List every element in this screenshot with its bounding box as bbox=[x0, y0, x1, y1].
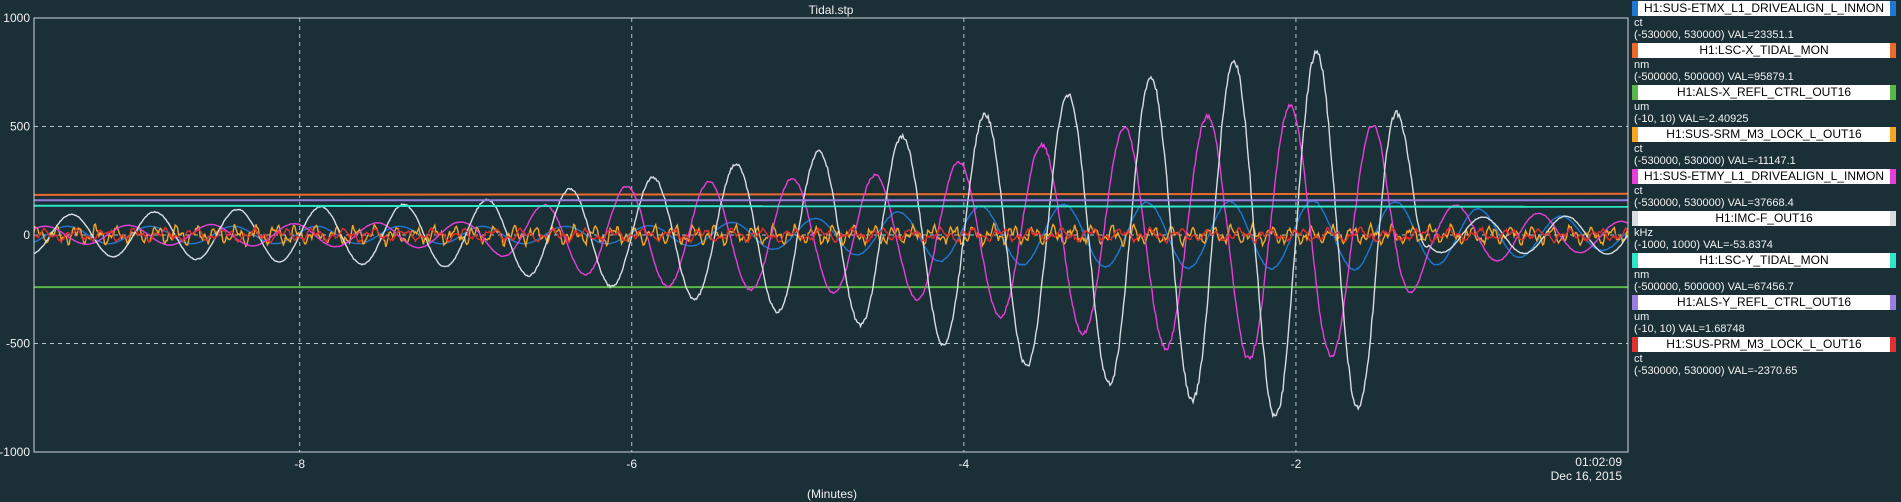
legend-unit: um bbox=[1634, 311, 1650, 323]
legend-channel-name: H1:LSC-Y_TIDAL_MON bbox=[1632, 253, 1896, 268]
legend-range: (-1000, 1000) VAL=-53.8374 bbox=[1634, 239, 1773, 251]
legend-channel-name: H1:LSC-X_TIDAL_MON bbox=[1632, 43, 1896, 58]
legend-channel-name: H1:IMC-F_OUT16 bbox=[1632, 211, 1896, 226]
x-tick-label: -2 bbox=[1291, 457, 1302, 471]
series-line-6 bbox=[33, 204, 1629, 208]
legend-unit: ct bbox=[1634, 17, 1643, 29]
legend-entry[interactable]: H1:SUS-PRM_M3_LOCK_L_OUT16 ct (-530000, 53… bbox=[1632, 336, 1901, 378]
legend-range: (-530000, 530000) VAL=37668.4 bbox=[1634, 197, 1794, 209]
legend-range: (-530000, 530000) VAL=-11147.1 bbox=[1634, 155, 1796, 167]
legend-unit: ct bbox=[1634, 143, 1643, 155]
legend-range: (-530000, 530000) VAL=-2370.65 bbox=[1634, 365, 1798, 377]
legend-channel-name: H1:SUS-ETMX_L1_DRIVEALIGN_L_INMON bbox=[1632, 1, 1896, 16]
legend-unit: nm bbox=[1634, 269, 1650, 281]
legend-unit: kHz bbox=[1634, 227, 1653, 239]
legend-range: (-10, 10) VAL=1.68748 bbox=[1634, 323, 1745, 335]
legend-unit: nm bbox=[1634, 59, 1650, 71]
legend-entry[interactable]: H1:SUS-SRM_M3_LOCK_L_OUT16 ct (-530000, 53… bbox=[1632, 126, 1901, 168]
y-tick-label: 0 bbox=[23, 228, 30, 242]
chart-title: Tidal.stp bbox=[809, 3, 854, 17]
legend-channel-name: H1:SUS-PRM_M3_LOCK_L_OUT16 bbox=[1632, 337, 1896, 352]
x-tick-label: -8 bbox=[294, 457, 305, 471]
y-tick-label: 500 bbox=[10, 120, 30, 134]
y-tick-label: -500 bbox=[6, 337, 30, 351]
date-label: Dec 16, 2015 bbox=[1551, 469, 1623, 483]
series-line-5 bbox=[33, 49, 1629, 419]
legend-entry[interactable]: H1:SUS-ETMX_L1_DRIVEALIGN_L_INMON ct (-530… bbox=[1632, 0, 1901, 42]
x-axis-label: (Minutes) bbox=[807, 487, 857, 501]
legend-unit: um bbox=[1634, 101, 1650, 113]
legend-unit: ct bbox=[1634, 353, 1643, 365]
legend-channel-name: H1:ALS-X_REFL_CTRL_OUT16 bbox=[1632, 85, 1896, 100]
legend-range: (-500000, 500000) VAL=67456.7 bbox=[1634, 281, 1794, 293]
legend-entry[interactable]: H1:SUS-ETMY_L1_DRIVEALIGN_L_INMON ct (-530… bbox=[1632, 168, 1901, 210]
legend-entry[interactable]: H1:LSC-Y_TIDAL_MON nm (-500000, 500000) VA… bbox=[1632, 252, 1901, 294]
x-tick-label: -4 bbox=[958, 457, 969, 471]
series-line-1 bbox=[33, 192, 1629, 196]
legend-unit: ct bbox=[1634, 185, 1643, 197]
legend-range: (-500000, 500000) VAL=95879.1 bbox=[1634, 71, 1794, 83]
y-tick-label: 1000 bbox=[3, 11, 30, 25]
y-tick-label: -1000 bbox=[0, 445, 30, 459]
series-line-8 bbox=[33, 225, 1629, 245]
time-label: 01:02:09 bbox=[1575, 455, 1622, 469]
legend-range: (-10, 10) VAL=-2.40925 bbox=[1634, 113, 1749, 125]
legend-entry[interactable]: H1:IMC-F_OUT16 kHz (-1000, 1000) VAL=-53.8… bbox=[1632, 210, 1901, 252]
time-series-plot[interactable]: Tidal.stp 1000 500 0 -500 -1000 -8 -6 -4 -2 01:02:… bbox=[0, 0, 1632, 502]
legend-range: (-530000, 530000) VAL=23351.1 bbox=[1634, 29, 1794, 41]
series-line-4 bbox=[33, 103, 1629, 361]
legend-entry[interactable]: H1:ALS-Y_REFL_CTRL_OUT16 um (-10, 10) VAL=… bbox=[1632, 294, 1901, 336]
legend-entry[interactable]: H1:LSC-X_TIDAL_MON nm (-500000, 500000) VA… bbox=[1632, 42, 1901, 84]
legend-entry[interactable]: H1:ALS-X_REFL_CTRL_OUT16 um (-10, 10) VAL=… bbox=[1632, 84, 1901, 126]
legend-channel-name: H1:ALS-Y_REFL_CTRL_OUT16 bbox=[1632, 295, 1896, 310]
x-tick-label: -6 bbox=[626, 457, 637, 471]
legend-channel-name: H1:SUS-ETMY_L1_DRIVEALIGN_L_INMON bbox=[1632, 169, 1896, 184]
legend: H1:SUS-ETMX_L1_DRIVEALIGN_L_INMON ct (-530… bbox=[1632, 0, 1901, 378]
legend-channel-name: H1:SUS-SRM_M3_LOCK_L_OUT16 bbox=[1632, 127, 1896, 142]
